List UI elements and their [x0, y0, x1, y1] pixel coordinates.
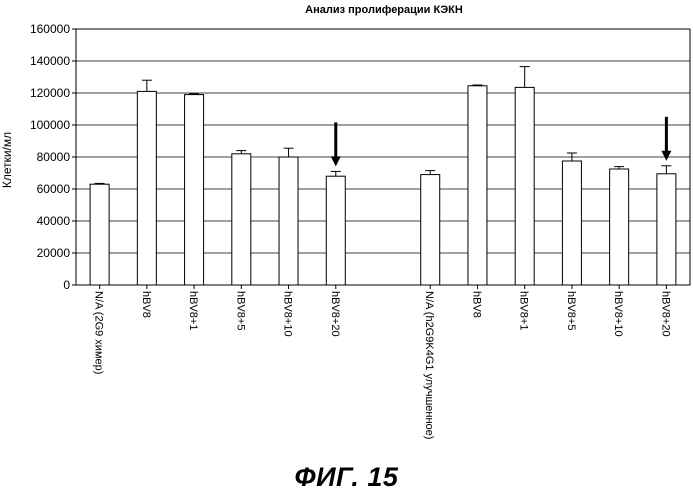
x-category-label: hBV8+1	[518, 291, 530, 330]
y-tick-label: 20000	[37, 246, 71, 260]
bar	[562, 161, 581, 285]
x-category-label: hBV8+20	[659, 291, 671, 337]
bar	[90, 184, 109, 285]
bar	[326, 176, 345, 285]
x-category-label: hBV8	[470, 291, 482, 318]
y-axis-ticks: 0 20000 40000 60000 80000 100000 120000 140000 1…	[30, 22, 76, 292]
x-category-label: hBV8+10	[282, 291, 294, 337]
x-category-label: hBV8	[140, 291, 152, 318]
y-tick-label: 0	[63, 278, 70, 292]
gridlines	[76, 29, 690, 285]
bar	[279, 157, 298, 285]
bar	[657, 174, 676, 285]
bar	[185, 95, 204, 285]
y-tick-label: 60000	[37, 182, 71, 196]
x-category-label: N/A (h2G9K4G1 улучшенное)	[423, 291, 435, 439]
arrows-group	[331, 117, 672, 167]
bar	[421, 175, 440, 285]
y-tick-label: 120000	[30, 86, 70, 100]
x-axis-labels: N/A (2G9 химер) hBV8 hBV8+1 hBV8+5 hBV8+10 hB…	[93, 285, 672, 439]
bar-chart: Анализ пролиферации КЭКН Клетки/мл 0 2000…	[0, 0, 693, 460]
bar	[515, 87, 534, 285]
arrow-head	[661, 151, 671, 161]
arrow-head	[331, 156, 341, 166]
x-category-label: hBV8+10	[612, 291, 624, 337]
y-tick-label: 40000	[37, 214, 71, 228]
y-axis-label: Клетки/мл	[0, 132, 14, 188]
x-category-label: hBV8+5	[565, 291, 577, 330]
bar	[137, 91, 156, 285]
bar	[610, 169, 629, 285]
y-tick-label: 80000	[37, 150, 71, 164]
bars-group	[90, 67, 676, 285]
x-category-label: hBV8+5	[234, 291, 246, 330]
y-tick-label: 140000	[30, 54, 70, 68]
y-tick-label: 100000	[30, 118, 70, 132]
chart-title: Анализ пролиферации КЭКН	[305, 4, 463, 16]
x-category-label: hBV8+20	[329, 291, 341, 337]
figure-caption: ФИГ. 15	[0, 462, 693, 493]
x-category-label: N/A (2G9 химер)	[93, 291, 105, 374]
y-tick-label: 160000	[30, 22, 70, 36]
bar	[232, 154, 251, 285]
x-category-label: hBV8+1	[187, 291, 199, 330]
bar	[468, 86, 487, 285]
